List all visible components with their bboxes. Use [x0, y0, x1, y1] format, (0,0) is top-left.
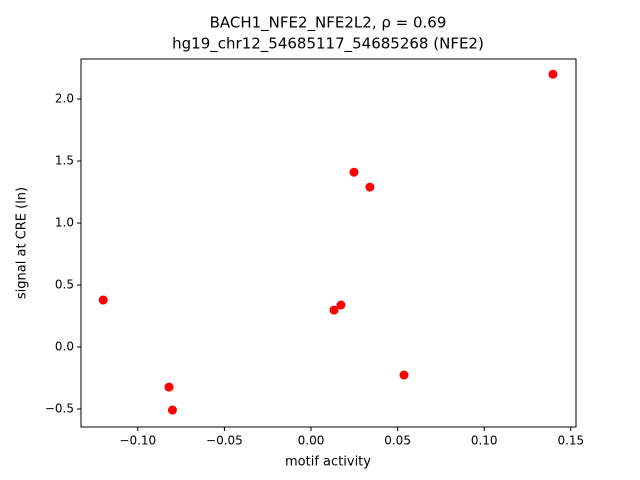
point	[548, 69, 558, 79]
point	[365, 182, 375, 192]
point	[399, 370, 409, 380]
x-tick-label: 0.15	[557, 434, 584, 448]
point	[329, 305, 339, 315]
y-tick-label: 2.0	[55, 92, 74, 106]
y-tick-label: 0.5	[55, 278, 74, 292]
y-tick-label: 0.0	[55, 340, 74, 354]
y-tick-label: −0.5	[45, 402, 74, 416]
chart-subtitle: hg19_chr12_54685117_54685268 (NFE2)	[172, 35, 484, 54]
point	[164, 382, 174, 392]
point	[349, 167, 359, 177]
x-tick-label: 0.05	[384, 434, 411, 448]
point	[98, 295, 108, 305]
x-tick-label: −0.05	[206, 434, 243, 448]
plot-frame	[80, 58, 577, 428]
y-axis-label: signal at CRE (ln)	[15, 187, 30, 299]
x-tick-label: −0.10	[119, 434, 156, 448]
chart-title: BACH1_NFE2_NFE2L2, ρ = 0.69	[210, 14, 447, 33]
y-tick-label: 1.0	[55, 216, 74, 230]
y-tick-label: 1.5	[55, 154, 74, 168]
x-tick-label: 0.10	[471, 434, 498, 448]
x-tick-label: 0.00	[298, 434, 325, 448]
point	[167, 405, 177, 415]
point	[336, 300, 346, 310]
x-axis-label: motif activity	[285, 455, 371, 470]
